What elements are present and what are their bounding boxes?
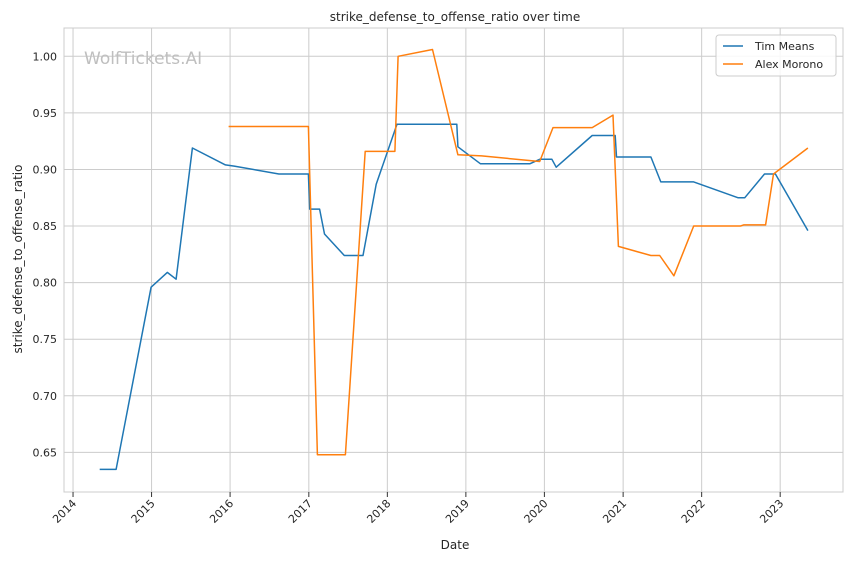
x-axis-ticks: 2014 2015 2016 2017 2018 2019 2020 2021 2022 2023 bbox=[50, 492, 786, 526]
series-line-tim-means bbox=[99, 123, 809, 471]
x-tick-label: 2016 bbox=[207, 497, 236, 526]
y-tick-label: 0.65 bbox=[33, 446, 58, 459]
legend-box bbox=[715, 34, 837, 77]
x-tick-label: 2022 bbox=[679, 497, 708, 526]
legend-label: Tim Means bbox=[754, 40, 815, 53]
y-tick-label: 0.75 bbox=[33, 333, 58, 346]
plot-area-frame bbox=[63, 27, 844, 493]
x-tick-label: 2021 bbox=[600, 497, 629, 526]
y-axis-label: strike_defense_to_offense_ratio bbox=[11, 165, 25, 354]
series-line-alex-morono bbox=[228, 48, 809, 456]
x-tick-label: 2019 bbox=[443, 497, 472, 526]
y-tick-label: 1.00 bbox=[33, 50, 58, 63]
x-tick-label: 2023 bbox=[757, 497, 786, 526]
x-axis-label: Date bbox=[441, 538, 470, 552]
grid-lines bbox=[64, 28, 843, 492]
chart-title: strike_defense_to_offense_ratio over tim… bbox=[330, 10, 580, 24]
y-tick-label: 0.90 bbox=[33, 163, 58, 176]
x-tick-label: 2014 bbox=[50, 497, 79, 526]
legend-label: Alex Morono bbox=[755, 58, 823, 71]
series-lines bbox=[99, 48, 809, 471]
x-tick-label: 2020 bbox=[522, 497, 551, 526]
x-tick-label: 2015 bbox=[129, 497, 158, 526]
legend: Tim Means Alex Morono bbox=[715, 34, 837, 77]
x-tick-label: 2017 bbox=[286, 497, 315, 526]
x-tick-label: 2018 bbox=[364, 497, 393, 526]
y-tick-label: 0.85 bbox=[33, 220, 58, 233]
y-axis-ticks: 0.65 0.70 0.75 0.80 0.85 0.90 0.95 1.00 bbox=[33, 50, 58, 459]
y-tick-label: 0.80 bbox=[33, 277, 58, 290]
watermark: WolfTickets.AI bbox=[84, 49, 202, 69]
y-tick-label: 0.95 bbox=[33, 107, 58, 120]
y-tick-label: 0.70 bbox=[33, 390, 58, 403]
